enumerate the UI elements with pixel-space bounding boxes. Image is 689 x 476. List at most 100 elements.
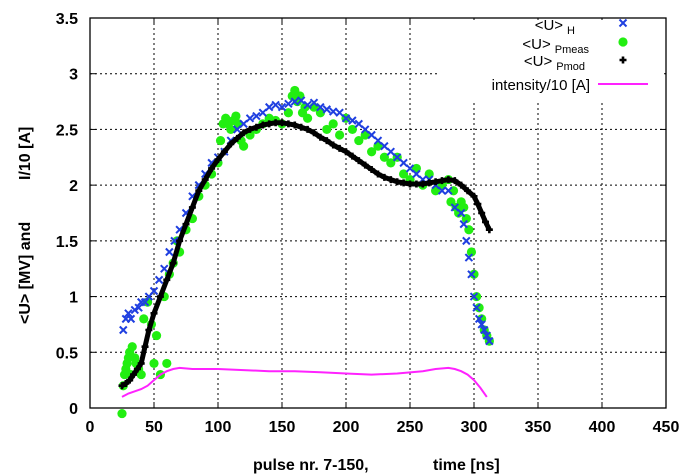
legend-entry-uh: <U> H xyxy=(535,17,575,37)
x-tick-label: 0 xyxy=(86,419,95,436)
upmod-point xyxy=(336,144,344,152)
legend: <U> H <U> Pmeas <U> Pmod intensity/10 [A] xyxy=(440,17,664,102)
uh-point xyxy=(485,336,494,346)
uh-point xyxy=(444,186,453,195)
uh-point xyxy=(296,96,306,105)
upmod-point xyxy=(478,209,486,217)
upmeas-point xyxy=(354,135,364,146)
upmeas-point xyxy=(239,141,249,151)
upmod-point xyxy=(316,133,324,141)
uh-point xyxy=(303,100,312,110)
uh-point xyxy=(480,325,489,335)
upmod-point xyxy=(284,120,292,128)
uh-point xyxy=(360,125,370,134)
y-tick-label: 2 xyxy=(69,178,78,195)
uh-point xyxy=(412,169,421,179)
upmod-point xyxy=(233,134,241,142)
uh-point xyxy=(277,102,287,112)
upmeas-point xyxy=(127,342,137,352)
upmod-point xyxy=(451,177,459,185)
upmeas-point xyxy=(231,111,241,121)
y-tick-label: 1.5 xyxy=(56,234,78,251)
legend-marker-upmeas xyxy=(618,37,628,47)
upmod-point xyxy=(304,125,312,133)
x-tick-label: 350 xyxy=(525,419,552,436)
upmeas-point xyxy=(469,269,479,279)
upmod-point xyxy=(240,129,248,137)
upmod-point xyxy=(246,125,254,133)
x-tick-label: 450 xyxy=(653,419,680,436)
upmeas-point xyxy=(379,152,389,162)
upmod-point xyxy=(176,237,184,245)
legend-background xyxy=(440,20,664,102)
uh-point xyxy=(464,253,474,262)
upmeas-point xyxy=(459,202,469,213)
legend-entry-upmeas: <U> Pmeas xyxy=(522,36,589,56)
upmod-point xyxy=(432,178,440,186)
upmeas-point xyxy=(386,158,396,168)
y-tick-label: 0 xyxy=(69,401,78,418)
series-intensity xyxy=(121,366,488,398)
upmod-point xyxy=(156,293,164,301)
intensity-line xyxy=(121,366,488,398)
uh-point xyxy=(450,203,460,212)
uh-point xyxy=(469,292,479,301)
upmod-point xyxy=(163,276,171,284)
legend-upmeas-sub: Pmeas xyxy=(555,44,590,56)
upmod-point xyxy=(438,177,446,185)
uh-point xyxy=(477,320,486,329)
uh-point xyxy=(284,99,293,109)
uh-point xyxy=(456,208,466,218)
uh-point xyxy=(140,297,150,307)
uh-point xyxy=(119,325,128,335)
uh-point xyxy=(472,303,481,312)
upmod-point xyxy=(444,176,452,184)
uh-point xyxy=(160,264,169,273)
upmod-point xyxy=(348,152,356,160)
upmod-point xyxy=(126,376,134,384)
upmod-point xyxy=(130,371,138,379)
uh-point xyxy=(467,270,476,279)
uh-point xyxy=(462,236,471,246)
legend-marker-uh xyxy=(618,18,628,28)
plot-data xyxy=(117,85,494,419)
uh-point xyxy=(322,105,332,114)
upmeas-point xyxy=(466,247,477,257)
y-tick-label: 3.5 xyxy=(56,11,78,28)
uh-point xyxy=(290,97,300,106)
y-axis-label-right: I/10 [A] xyxy=(17,127,34,180)
upmod-point xyxy=(368,166,376,174)
series-h xyxy=(119,96,494,346)
y-tick-label: 1 xyxy=(69,290,78,307)
upmod-point xyxy=(252,123,260,131)
upmeas-point xyxy=(303,113,313,123)
uh-point xyxy=(335,108,344,117)
upmod-point xyxy=(310,129,318,137)
legend-upmod-name: <U> xyxy=(524,53,553,70)
y-tick-label: 3 xyxy=(69,67,78,84)
uh-point xyxy=(134,303,143,312)
upmod-point xyxy=(188,203,196,211)
upmod-point xyxy=(272,119,280,127)
uh-point xyxy=(309,98,319,107)
upmod-point xyxy=(361,161,369,169)
upmod-point xyxy=(470,192,478,200)
upmod-curve xyxy=(120,120,492,388)
uh-point xyxy=(316,102,325,112)
uh-point xyxy=(474,314,484,324)
upmod-point xyxy=(137,359,145,367)
upmod-point xyxy=(482,218,490,226)
uh-point xyxy=(380,141,389,151)
y-axis-label-left: <U> [MV] and xyxy=(17,222,34,324)
uh-point xyxy=(459,219,468,229)
upmod-point xyxy=(169,259,177,267)
uh-point xyxy=(264,102,274,112)
legend-marker xyxy=(619,56,627,64)
upmod-point xyxy=(145,326,153,334)
upmod-point xyxy=(329,141,337,149)
upmod-point xyxy=(220,148,228,156)
x-axis-label-right: time [ns] xyxy=(433,457,500,474)
upmod-point xyxy=(150,309,158,317)
legend-marker-upmod xyxy=(619,56,627,64)
uh-point xyxy=(239,119,248,129)
